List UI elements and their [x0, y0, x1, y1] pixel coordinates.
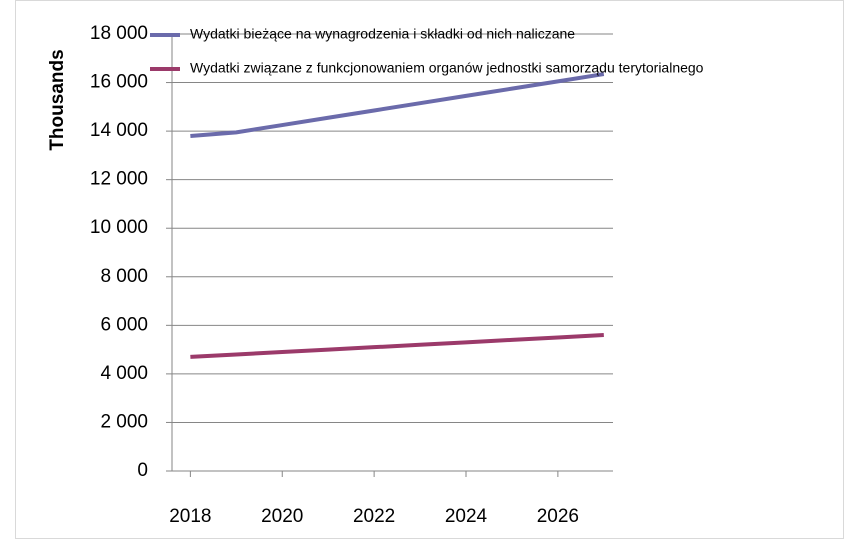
y-tick-label: 6 000: [100, 314, 148, 335]
series-line: [190, 72, 605, 138]
x-tick-label: 2026: [537, 506, 579, 527]
y-tick-label: 4 000: [100, 363, 148, 384]
y-tick-label: 10 000: [90, 217, 148, 238]
legend-label: Wydatki związane z funkcjonowaniem organ…: [190, 60, 704, 76]
y-tick-label: 12 000: [90, 169, 148, 190]
y-axis-label: Thousands: [47, 49, 68, 150]
series-line: [190, 333, 604, 359]
chart-frame: [15, 0, 844, 539]
y-tick-label: 14 000: [90, 120, 148, 141]
legend-label: Wydatki bieżące na wynagrodzenia i skład…: [190, 26, 575, 42]
x-tick-label: 2020: [261, 506, 303, 527]
x-tick-label: 2018: [169, 506, 211, 527]
y-tick-label: 16 000: [90, 72, 148, 93]
y-tick-label: 8 000: [100, 266, 148, 287]
y-tick-label: 18 000: [90, 23, 148, 44]
y-tick-label: 0: [137, 460, 148, 481]
y-tick-label: 2 000: [100, 411, 148, 432]
x-tick-label: 2024: [445, 506, 488, 527]
x-tick-label: 2022: [353, 506, 395, 527]
